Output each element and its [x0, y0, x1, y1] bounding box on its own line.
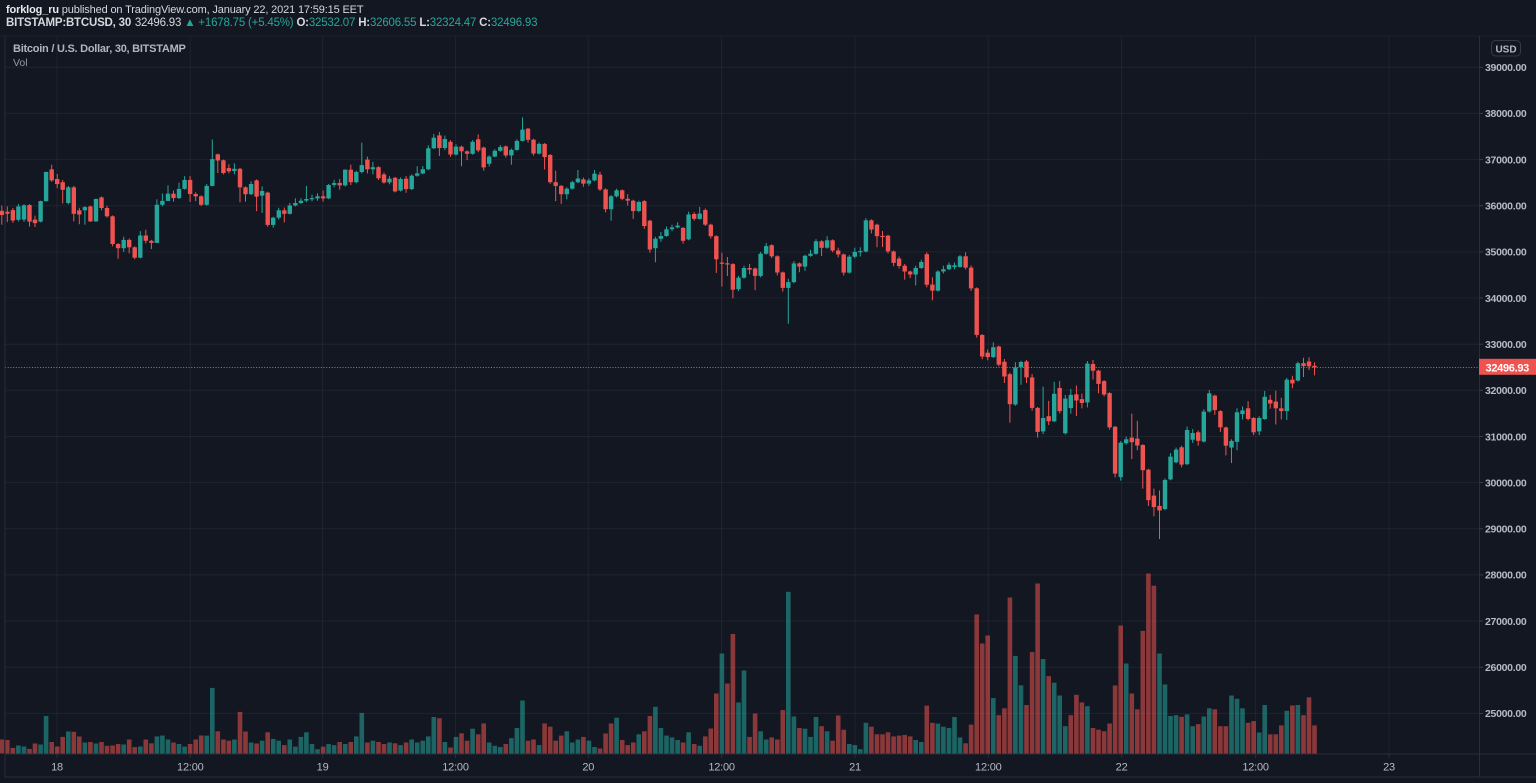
svg-text:38000.00: 38000.00 — [1485, 108, 1527, 120]
svg-text:12:00: 12:00 — [975, 762, 1002, 774]
svg-text:19: 19 — [317, 762, 329, 774]
svg-text:31000.00: 31000.00 — [1485, 431, 1527, 443]
svg-text:12:00: 12:00 — [708, 762, 735, 774]
svg-text:21: 21 — [849, 762, 861, 774]
svg-text:23: 23 — [1383, 762, 1395, 774]
svg-text:36000.00: 36000.00 — [1485, 201, 1527, 213]
svg-text:20: 20 — [582, 762, 594, 774]
svg-text:32496.93: 32496.93 — [1486, 362, 1530, 374]
svg-text:USD: USD — [1495, 45, 1516, 56]
svg-text:39000.00: 39000.00 — [1485, 62, 1527, 74]
svg-text:12:00: 12:00 — [442, 762, 469, 774]
svg-text:12:00: 12:00 — [177, 762, 204, 774]
svg-text:28000.00: 28000.00 — [1485, 570, 1527, 582]
svg-text:35000.00: 35000.00 — [1485, 247, 1527, 259]
svg-text:27000.00: 27000.00 — [1485, 616, 1527, 628]
svg-text:18: 18 — [51, 762, 63, 774]
svg-text:25000.00: 25000.00 — [1485, 708, 1527, 720]
svg-text:34000.00: 34000.00 — [1485, 293, 1527, 305]
svg-text:33000.00: 33000.00 — [1485, 339, 1527, 351]
svg-text:32000.00: 32000.00 — [1485, 385, 1527, 397]
svg-text:12:00: 12:00 — [1242, 762, 1269, 774]
svg-text:30000.00: 30000.00 — [1485, 477, 1527, 489]
svg-text:37000.00: 37000.00 — [1485, 154, 1527, 166]
svg-text:22: 22 — [1116, 762, 1128, 774]
svg-text:26000.00: 26000.00 — [1485, 662, 1527, 674]
svg-text:29000.00: 29000.00 — [1485, 524, 1527, 536]
